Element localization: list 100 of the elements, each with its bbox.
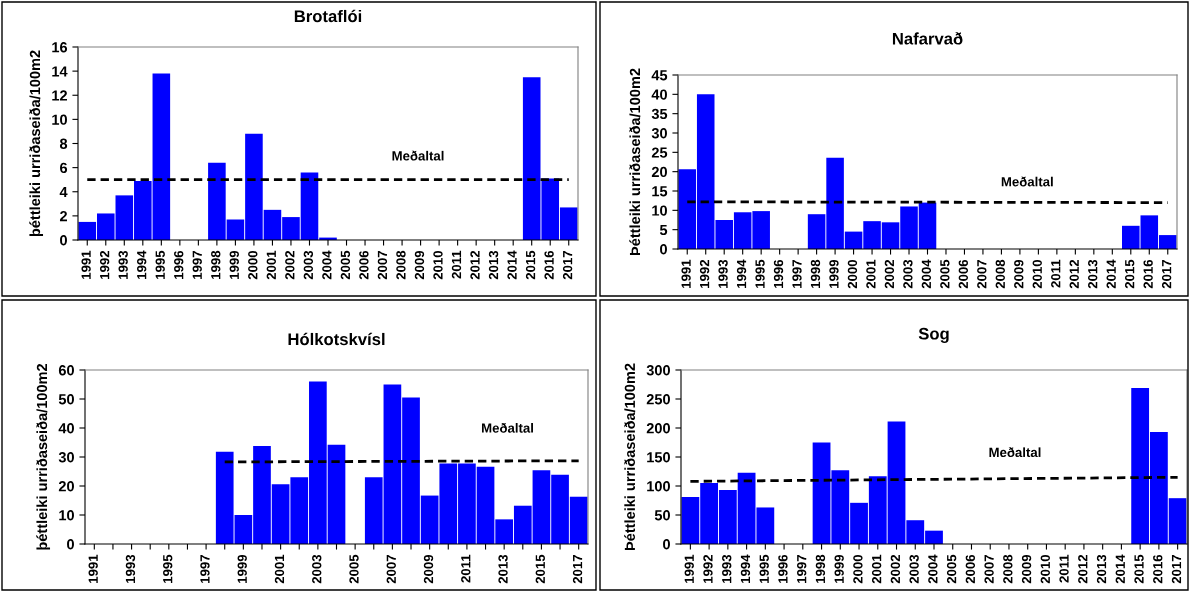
y-tick-label: 45: [651, 70, 668, 81]
y-tick-label: 10: [52, 114, 67, 125]
x-tick-label: 1994: [736, 259, 747, 288]
x-tick-label: 2002: [285, 250, 295, 280]
x-tick-label: 2001: [266, 250, 276, 280]
y-tick-label: 0: [67, 539, 74, 550]
x-tick-label: 2011: [1059, 554, 1069, 583]
y-tick-label: 250: [646, 394, 670, 405]
x-tick-label: 2007: [377, 250, 388, 280]
x-tick-label: 1999: [829, 259, 839, 288]
y-tick-label: 8: [59, 138, 68, 149]
x-tick-label: 2016: [544, 250, 554, 280]
x-tick-label: 2005: [349, 554, 359, 584]
y-axis-title: þéttleiki urriðaseiða/100m2: [29, 50, 44, 237]
x-tick-label: 1996: [778, 554, 788, 583]
x-tick-label: 2015: [535, 554, 545, 584]
y-tick-label: 20: [58, 481, 74, 492]
x-tick-label: 1998: [815, 554, 826, 583]
y-tick-label: 10: [652, 205, 667, 216]
y-tick-label: 40: [651, 89, 667, 100]
y-tick-label: 25: [651, 147, 668, 158]
chart-title: Sog: [918, 327, 949, 343]
annotation: Meðaltal: [989, 447, 1041, 458]
x-tick-label: 2009: [1021, 554, 1032, 584]
x-tick-label: 2009: [414, 250, 425, 280]
x-tick-label: 2017: [1171, 554, 1182, 584]
x-tick-label: 2013: [488, 250, 499, 280]
y-axis-title: Þéttleiki urriðaseiða/100m2: [629, 68, 641, 256]
x-tick-label: 2012: [470, 250, 480, 280]
x-tick-label: 1994: [740, 554, 751, 583]
x-tick-label: 2010: [433, 250, 443, 280]
chart-title: Brotaflói: [294, 9, 362, 23]
y-tick-label: 12: [52, 90, 67, 101]
x-tick-label: 1993: [125, 554, 136, 583]
x-tick-label: 1995: [155, 250, 165, 279]
x-tick-label: 2013: [1088, 259, 1098, 289]
x-tick-label: 2006: [965, 554, 976, 584]
x-tick-label: 2006: [359, 250, 369, 280]
x-tick-label: 1996: [773, 259, 784, 288]
x-tick-label: 1993: [718, 259, 728, 288]
y-tick-label: 16: [52, 42, 68, 53]
x-tick-label: 2003: [303, 250, 314, 280]
x-tick-label: 2000: [847, 259, 858, 289]
y-tick-label: 30: [58, 452, 74, 463]
x-tick-label: 2003: [909, 554, 919, 584]
y-tick-label: 100: [647, 481, 670, 492]
y-tick-label: 150: [647, 452, 670, 463]
y-tick-label: 60: [58, 365, 74, 376]
y-tick-label: 15: [652, 186, 668, 197]
x-tick-label: 2004: [322, 250, 332, 280]
x-tick-label: 1999: [834, 554, 844, 583]
x-tick-label: 2000: [248, 250, 258, 280]
y-tick-label: 6: [60, 162, 68, 174]
x-tick-label: 2015: [525, 250, 536, 280]
x-tick-label: 2001: [866, 259, 876, 289]
x-tick-label: 1993: [118, 250, 128, 279]
x-tick-label: 2007: [977, 259, 987, 289]
x-tick-label: 2012: [1078, 554, 1088, 584]
x-tick-label: 2004: [921, 259, 932, 289]
y-axis-title: Þéttleiki urriðaseiða/100m2: [624, 363, 636, 551]
x-tick-label: 2005: [946, 554, 957, 584]
x-tick-label: 2008: [995, 259, 1005, 289]
x-tick-label: 1995: [755, 259, 765, 288]
x-tick-label: 2017: [572, 554, 583, 584]
x-tick-label: 1998: [211, 250, 221, 279]
y-axis-title: þéttleiki urriðaseiða/100m2: [36, 363, 51, 550]
y-tick-label: 50: [58, 394, 74, 405]
x-tick-label: 2011: [461, 554, 471, 583]
y-tick-label: 10: [59, 510, 74, 521]
x-tick-label: 2004: [928, 554, 938, 584]
x-tick-label: 2015: [1134, 554, 1144, 584]
x-tick-label: 2010: [1032, 259, 1042, 289]
y-tick-label: 0: [60, 235, 67, 246]
y-tick-label: 0: [663, 539, 670, 550]
x-tick-label: 1994: [137, 250, 147, 279]
y-tick-label: 30: [651, 128, 667, 139]
x-tick-label: 2010: [1040, 554, 1050, 584]
x-tick-label: 1996: [174, 250, 184, 279]
x-tick-label: 1998: [810, 259, 821, 288]
x-tick-label: 2005: [940, 259, 950, 289]
x-tick-label: 2014: [1115, 554, 1125, 584]
x-tick-label: 1991: [684, 554, 694, 583]
y-tick-label: 200: [646, 423, 670, 434]
x-tick-label: 1995: [163, 554, 173, 583]
x-tick-label: 2003: [312, 554, 322, 584]
x-tick-label: 1997: [792, 259, 802, 288]
x-tick-label: 2007: [984, 554, 994, 584]
chart-title: Nafarvað: [892, 32, 963, 45]
x-tick-label: 2008: [1003, 554, 1013, 584]
x-tick-label: 2013: [1096, 554, 1107, 584]
x-tick-label: 1992: [99, 250, 110, 279]
x-tick-label: 2014: [507, 250, 517, 280]
x-tick-label: 2016: [1153, 554, 1163, 584]
x-tick-label: 2009: [1014, 259, 1024, 289]
x-tick-label: 2005: [340, 250, 351, 280]
y-tick-label: 4: [59, 187, 68, 198]
x-tick-label: 2002: [884, 259, 895, 289]
x-tick-label: 2006: [958, 259, 968, 289]
x-tick-label: 2001: [274, 554, 285, 584]
y-tick-label: 300: [646, 365, 670, 376]
